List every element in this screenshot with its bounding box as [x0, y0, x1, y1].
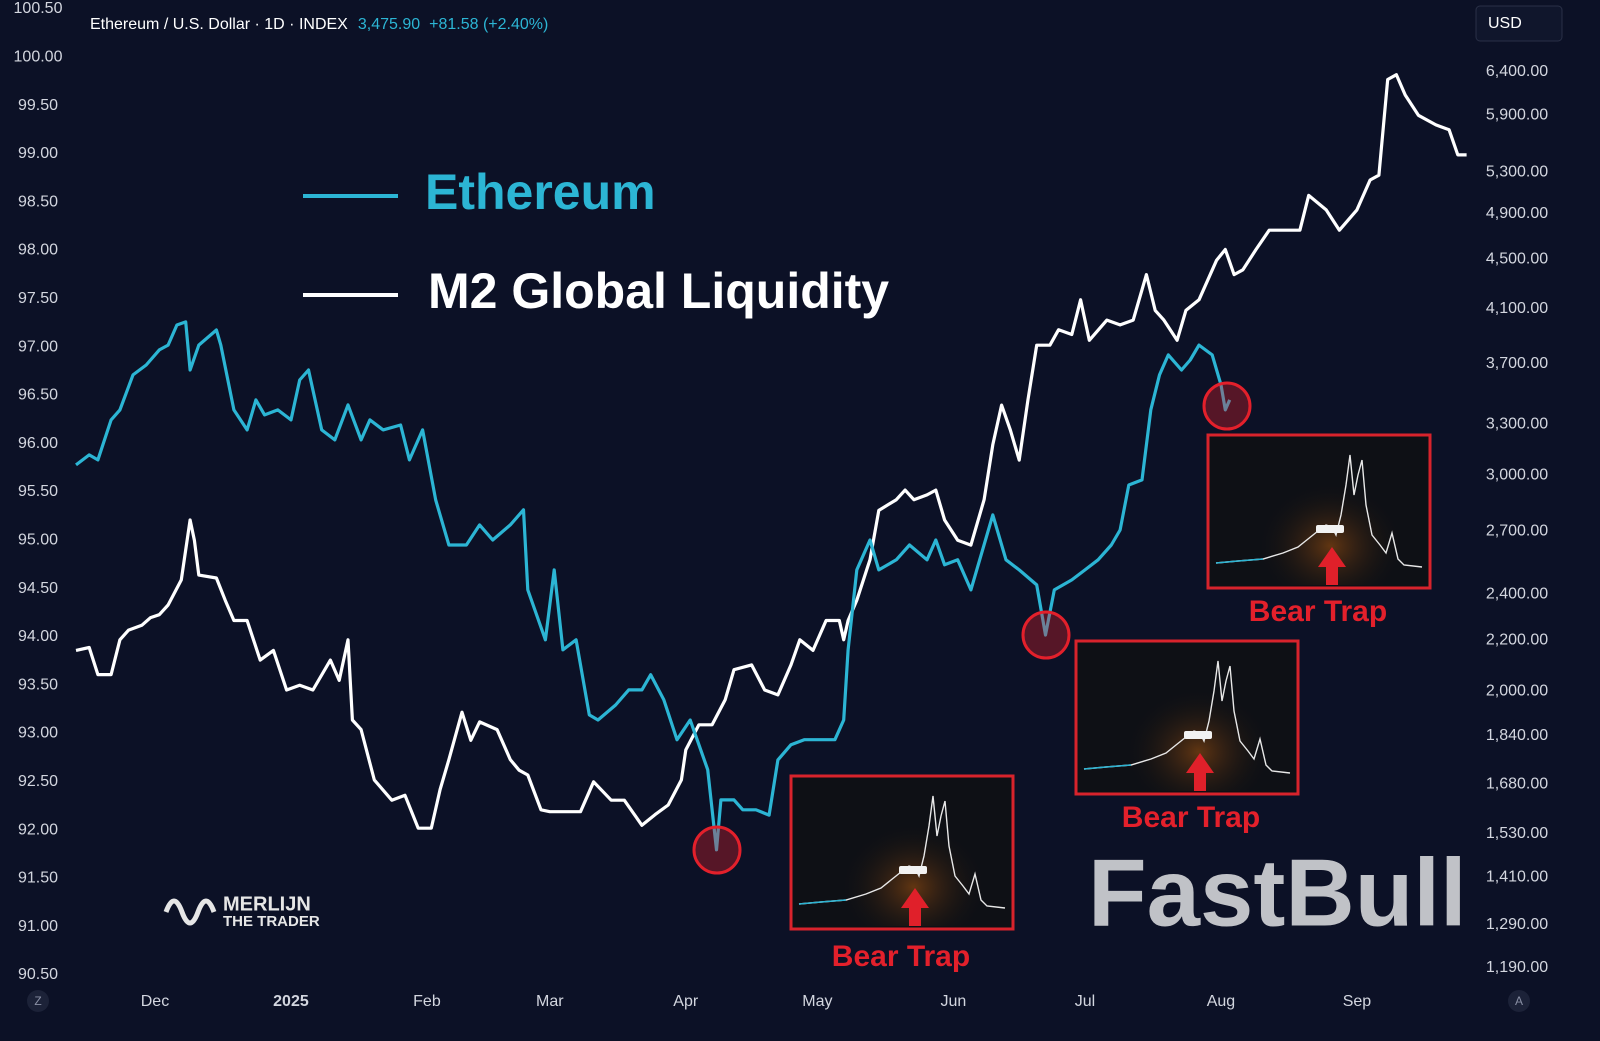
- y-tick-label: 91.50: [18, 870, 58, 887]
- header: Ethereum / U.S. Dollar · 1D · INDEX 3,475…: [90, 16, 548, 33]
- annotation: Bear Trap: [1249, 595, 1387, 628]
- button[interactable]: [27, 990, 49, 1012]
- x-tick-label: May: [802, 993, 832, 1010]
- y-tick-label: 95.50: [18, 483, 58, 500]
- y2-tick-label: 2,200.00: [1486, 632, 1548, 649]
- button-label[interactable]: Z: [34, 994, 41, 1008]
- y2-tick-label: 4,100.00: [1486, 300, 1548, 317]
- y2-tick-label: 2,700.00: [1486, 523, 1548, 540]
- y-tick-label: 94.00: [18, 628, 58, 645]
- annotation: Bear Trap: [832, 940, 970, 973]
- y-tick-label: 100.50: [14, 0, 63, 17]
- button-label[interactable]: A: [1515, 994, 1523, 1008]
- y2-tick-label: 2,400.00: [1486, 585, 1548, 602]
- y-tick-label: 90.50: [18, 966, 58, 983]
- y2-tick-label: 1,410.00: [1486, 869, 1548, 886]
- highlight-circle: [1021, 610, 1071, 660]
- y-tick-label: 98.00: [18, 242, 58, 259]
- legend-label: Ethereum: [425, 164, 656, 220]
- y-tick-label: 94.50: [18, 580, 58, 597]
- x-tick-label: Aug: [1207, 993, 1235, 1010]
- y2-tick-label: 1,290.00: [1486, 916, 1548, 933]
- x-tick-label: Dec: [141, 993, 169, 1010]
- y2-tick-label: 2,000.00: [1486, 682, 1548, 699]
- y2-tick-label: 6,400.00: [1486, 63, 1548, 80]
- annotation: Bear Trap: [1122, 801, 1260, 834]
- y-tick-label: 96.50: [18, 387, 58, 404]
- y-tick-label: 95.00: [18, 532, 58, 549]
- y-tick-label: 97.50: [18, 290, 58, 307]
- header-change: +81.58 (+2.40%): [429, 16, 548, 33]
- series-line: [75, 73, 1467, 830]
- y2-tick-label: 4,500.00: [1486, 251, 1548, 268]
- highlight-circles: [692, 381, 1252, 875]
- x-tick-label: Feb: [413, 993, 441, 1010]
- y2-tick-label: 1,530.00: [1486, 825, 1548, 842]
- y-tick-label: 99.00: [18, 145, 58, 162]
- y-tick-label: 100.00: [14, 49, 63, 66]
- y-tick-label: 92.50: [18, 773, 58, 790]
- y-tick-label: 97.00: [18, 338, 58, 355]
- y-tick-label: 98.50: [18, 193, 58, 210]
- currency-box[interactable]: [1475, 5, 1563, 42]
- x-tick-label: Jun: [940, 993, 966, 1010]
- y-tick-label: 99.50: [18, 97, 58, 114]
- y-tick-label: 92.00: [18, 821, 58, 838]
- watermark: THE TRADER: [223, 913, 320, 930]
- y2-tick-label: 5,900.00: [1486, 106, 1548, 123]
- y2-tick-label: 3,700.00: [1486, 355, 1548, 372]
- legend: Ethereum M2 Global Liquidity: [303, 164, 889, 319]
- y2-tick-label: 4,900.00: [1486, 205, 1548, 222]
- highlight-circle: [1202, 381, 1252, 431]
- x-tick-label: Sep: [1343, 993, 1372, 1010]
- button[interactable]: [1508, 990, 1530, 1012]
- inset-image: [1206, 433, 1432, 590]
- bear-trap-insets: Bear Trap Bear Trap Bear Trap: [789, 433, 1432, 973]
- x-tick-label: Mar: [536, 993, 564, 1010]
- inset-image: [1074, 639, 1300, 796]
- merlijn-logo: MERLIJN THE TRADER: [163, 893, 320, 930]
- y-tick-label: 91.00: [18, 918, 58, 935]
- legend-label: M2 Global Liquidity: [428, 263, 889, 319]
- y2-tick-label: 1,190.00: [1486, 959, 1548, 976]
- y2-tick-label: 1,680.00: [1486, 775, 1548, 792]
- watermark: MERLIJN: [223, 893, 311, 915]
- header-price: 3,475.90: [358, 16, 420, 33]
- x-tick-label: Jul: [1075, 993, 1095, 1010]
- header-title: Ethereum / U.S. Dollar · 1D · INDEX: [90, 16, 348, 33]
- highlight-circle: [692, 825, 742, 875]
- currency-label[interactable]: USD: [1488, 15, 1522, 32]
- inset-image: [789, 774, 1015, 931]
- watermark: FastBull: [1088, 839, 1467, 946]
- y2-tick-label: 3,000.00: [1486, 467, 1548, 484]
- x-tick-label: Apr: [673, 993, 699, 1010]
- y-tick-label: 93.50: [18, 676, 58, 693]
- y-tick-label: 93.00: [18, 725, 58, 742]
- logo-icon: [163, 898, 217, 926]
- x-tick-label: 2025: [273, 993, 309, 1010]
- y2-tick-label: 5,300.00: [1486, 163, 1548, 180]
- y2-tick-label: 1,840.00: [1486, 727, 1548, 744]
- series-line: [75, 320, 1232, 852]
- y-tick-label: 96.00: [18, 435, 58, 452]
- y2-tick-label: 3,300.00: [1486, 416, 1548, 433]
